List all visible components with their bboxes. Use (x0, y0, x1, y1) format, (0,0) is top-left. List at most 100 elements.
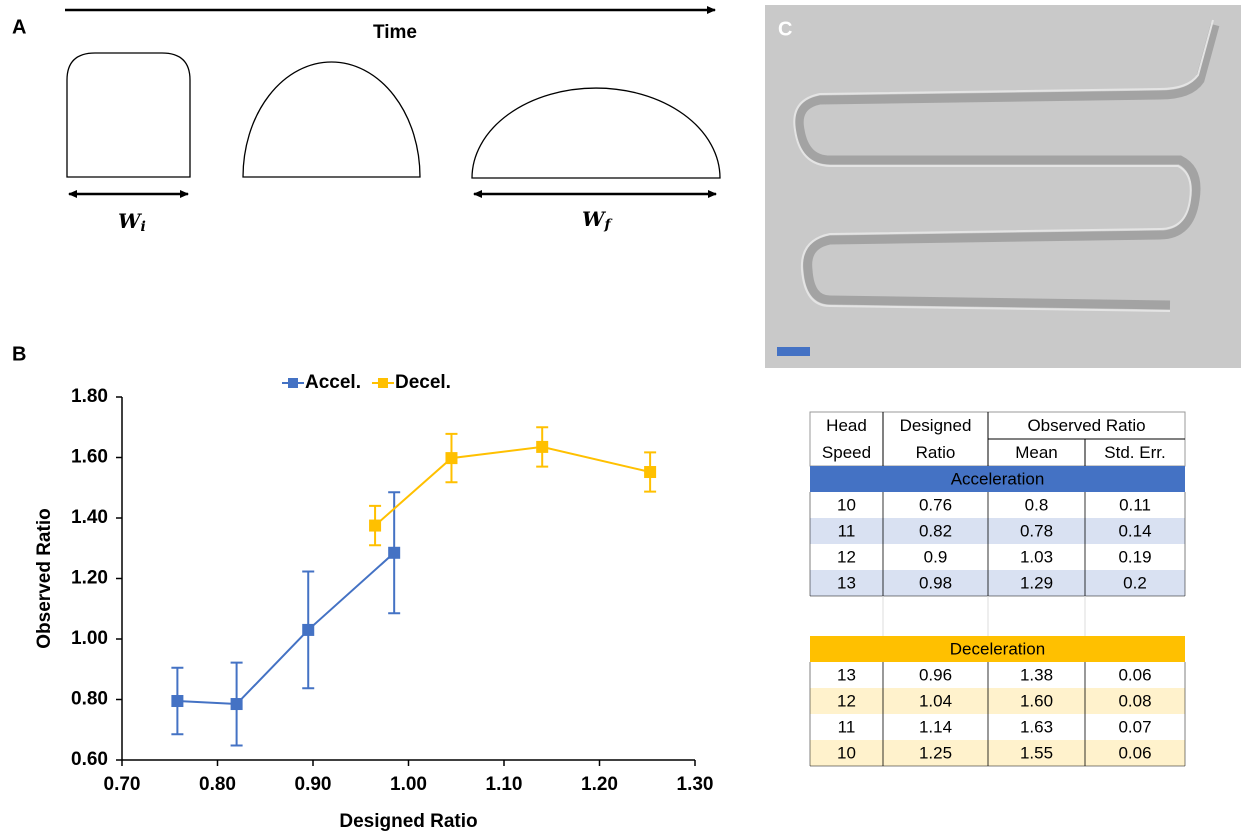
table-cell: 1.03 (1020, 547, 1053, 566)
table-row-bg (810, 714, 1185, 740)
table-cell: 0.82 (919, 521, 952, 540)
data-point (230, 698, 243, 711)
width-initial-label: Wi (118, 209, 146, 236)
table-row-bg (810, 740, 1185, 766)
symbol: W (118, 209, 143, 233)
x-tick-label: 1.10 (486, 774, 523, 795)
printed-line (794, 23, 1220, 310)
x-tick-label: 0.90 (295, 774, 332, 795)
table-cell: Head (826, 416, 867, 435)
time-label: Time (373, 22, 417, 43)
section-band (810, 466, 1185, 492)
table-cell: 0.14 (1118, 521, 1151, 540)
table-cell: 0.96 (919, 665, 952, 684)
table-cell: Std. Err. (1104, 443, 1165, 462)
table-cell: 12 (837, 691, 856, 710)
section-band (810, 636, 1185, 662)
table-row-bg (810, 518, 1185, 544)
table-cell: 0.07 (1118, 717, 1151, 736)
table-cell: 13 (837, 573, 856, 592)
y-tick-label: 1.80 (71, 386, 108, 407)
table-cell: Speed (822, 443, 871, 462)
data-point (302, 623, 315, 636)
droplet-shape (66, 52, 191, 178)
droplet-shape (471, 87, 721, 179)
panel-label: C (778, 18, 792, 40)
series-line (177, 552, 395, 706)
table-cell: 0.08 (1118, 691, 1151, 710)
droplet-shape (242, 61, 421, 178)
y-tick-label: 1.60 (71, 447, 108, 468)
table-cell: 0.06 (1118, 665, 1151, 684)
x-tick-label: 1.30 (677, 774, 714, 795)
legend-label: Accel. (305, 372, 361, 393)
table-cell: 0.11 (1119, 495, 1151, 514)
table-cell: 0.19 (1118, 547, 1151, 566)
x-tick-label: 0.80 (199, 774, 236, 795)
table-cell: 1.38 (1020, 665, 1053, 684)
series-line (374, 445, 651, 527)
y-tick-label: 0.60 (71, 749, 108, 770)
y-tick-label: 1.40 (71, 507, 108, 528)
table-cell: 1.63 (1020, 717, 1053, 736)
data-point (536, 440, 549, 453)
scale-bar (777, 347, 810, 356)
table-row-bg (810, 688, 1185, 714)
table-row-bg (810, 492, 1185, 518)
table-cell: 13 (837, 665, 856, 684)
section-title: Acceleration (951, 469, 1045, 488)
table-cell: 0.06 (1118, 743, 1151, 762)
x-axis-label: Designed Ratio (339, 811, 477, 832)
table-row-bg (810, 662, 1185, 688)
data-point (369, 519, 382, 532)
data-point (644, 466, 657, 479)
y-tick-label: 1.00 (71, 628, 108, 649)
chart: 0.60 0.80 1.00 1.20 1.40 1.60 1.80 0.70 0.80 0.90… (34, 372, 713, 832)
section-title: Deceleration (950, 639, 1045, 658)
width-final-label: Wf (582, 207, 613, 234)
table-cell: 1.60 (1020, 691, 1053, 710)
table-cell: Ratio (916, 443, 956, 462)
table-cell: 10 (837, 495, 856, 514)
table: Head Designed Observed Ratio Speed Ratio Mean… (809, 411, 1186, 767)
table-cell: 0.8 (1025, 495, 1049, 514)
table-cell: 1.04 (919, 691, 952, 710)
table-cell: 0.98 (919, 573, 952, 592)
table-cell: 0.9 (924, 547, 948, 566)
y-tick-label: 0.80 (71, 689, 108, 710)
table-cell: Designed (900, 416, 972, 435)
table-cell: 0.2 (1123, 573, 1147, 592)
table-cell: 0.78 (1020, 521, 1053, 540)
table-cell: 11 (838, 521, 856, 540)
panel-label: B (12, 343, 26, 365)
table-row-bg (810, 570, 1185, 596)
table-cell: 12 (837, 547, 856, 566)
subscript: f (603, 217, 613, 233)
data-point (445, 452, 458, 465)
legend-marker (288, 378, 298, 388)
table-cell: 1.29 (1020, 573, 1053, 592)
symbol: W (582, 207, 607, 231)
table-cell: 0.76 (919, 495, 952, 514)
data-point (171, 695, 184, 708)
x-tick-label: 0.70 (104, 774, 141, 795)
table-cell: Mean (1015, 443, 1058, 462)
data-point (388, 546, 401, 559)
subscript: i (140, 219, 145, 235)
micrograph (765, 5, 1241, 368)
table-cell: 10 (837, 743, 856, 762)
x-tick-label: 1.00 (390, 774, 427, 795)
table-cell: 1.55 (1020, 743, 1053, 762)
table-row-bg (810, 544, 1185, 570)
y-axis-label: Observed Ratio (34, 508, 55, 648)
panel-label: A (12, 16, 26, 38)
printed-line-edge (793, 19, 1214, 312)
table-cell: 1.25 (919, 743, 952, 762)
table-cell: 11 (838, 717, 856, 736)
legend-label: Decel. (395, 372, 451, 393)
table-cell: Observed Ratio (1027, 416, 1145, 435)
legend-marker (377, 378, 388, 388)
x-tick-label: 1.20 (581, 774, 618, 795)
y-tick-label: 1.20 (71, 568, 108, 589)
